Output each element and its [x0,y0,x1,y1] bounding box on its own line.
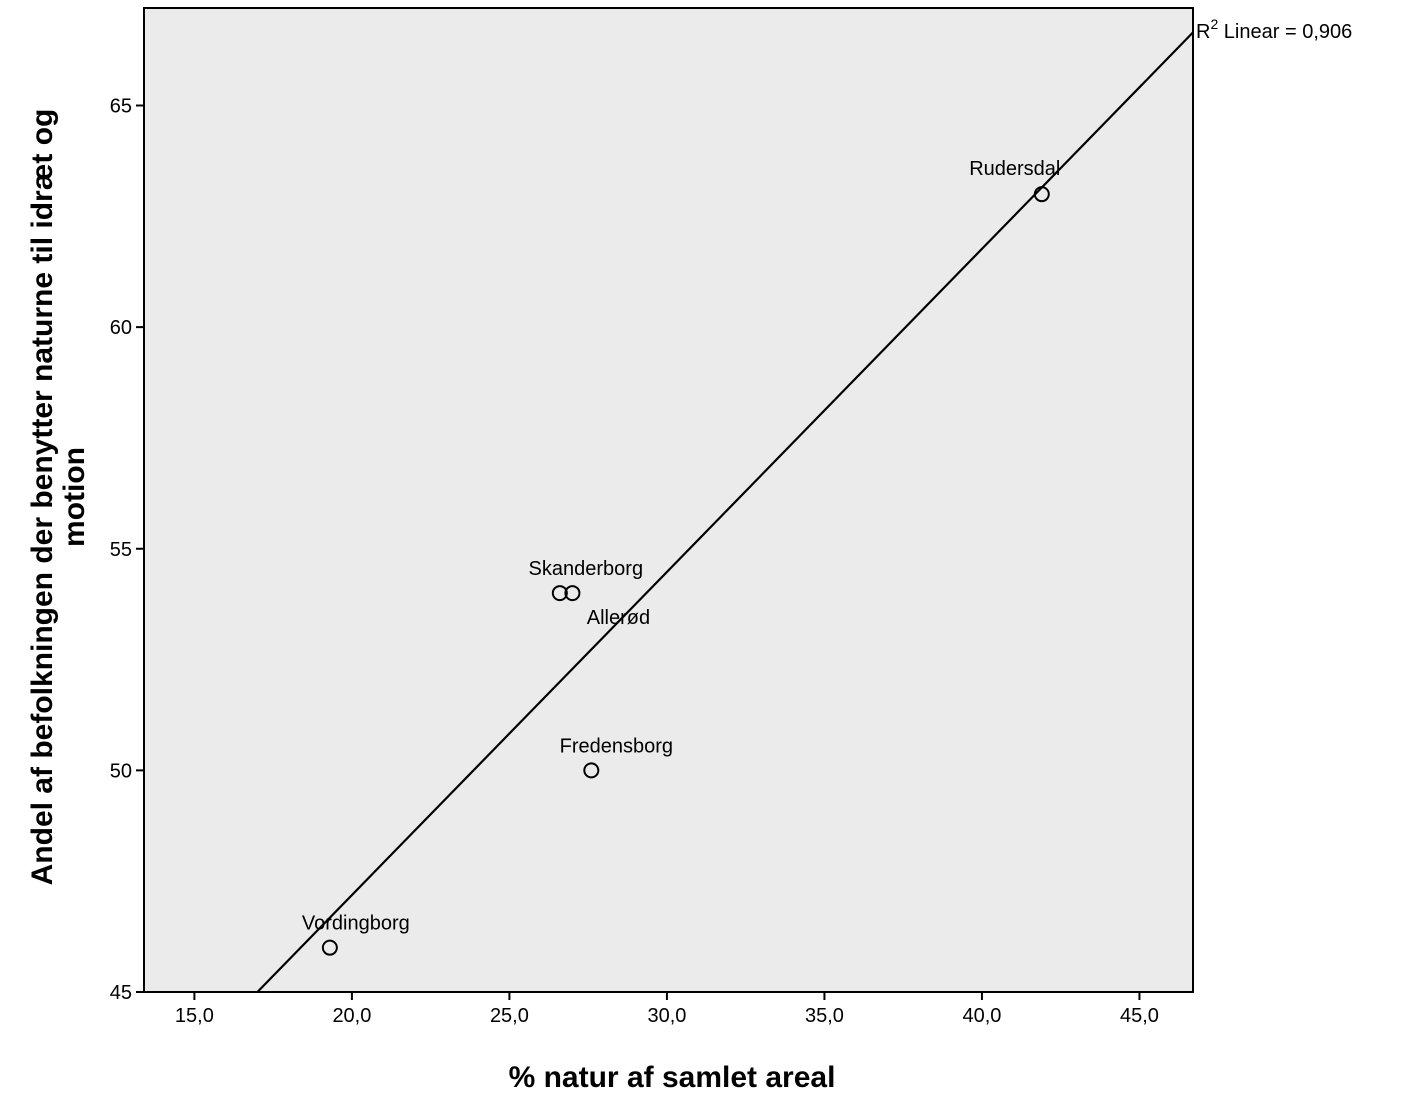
y-axis-title-line-1: Andel af befolkningen der benytter natur… [26,109,59,886]
x-tick-label: 25,0 [490,1005,529,1027]
fit-label: R2 Linear = 0,906 [1196,16,1352,43]
data-point [551,585,568,602]
data-point [1033,186,1050,203]
x-tick-label: 40,0 [962,1005,1001,1027]
data-point [321,939,338,956]
point-label: Allerød [587,607,650,629]
point-label: Skanderborg [529,558,644,580]
data-point [564,585,581,602]
y-axis-title-line-2: motion [58,447,91,547]
data-point [583,762,600,779]
y-tick-label: 65 [110,96,132,118]
fit-line-group [256,31,1194,993]
y-tick-label: 45 [110,982,132,1004]
x-tick-label: 45,0 [1120,1005,1159,1027]
data-points-group: Rudersdal Skanderborg Allerød Fredensborg Vo… [302,158,1060,956]
plot-area [143,7,1194,993]
y-axis: 45 50 55 60 65 [110,96,144,1004]
linear-fit-line [256,31,1194,993]
x-tick-label: 30,0 [647,1005,686,1027]
x-axis: 15,0 20,0 25,0 30,0 35,0 40,0 45,0 [175,992,1159,1027]
point-label: Fredensborg [560,735,673,757]
x-tick-label: 20,0 [332,1005,371,1027]
x-tick-label: 35,0 [805,1005,844,1027]
y-tick-label: 55 [110,539,132,561]
x-axis-title: % natur af samlet areal [509,1061,836,1094]
y-tick-label: 50 [110,760,132,782]
x-tick-label: 15,0 [175,1005,214,1027]
y-tick-label: 60 [110,317,132,339]
point-label: Vordingborg [302,913,410,935]
point-label: Rudersdal [969,158,1060,180]
